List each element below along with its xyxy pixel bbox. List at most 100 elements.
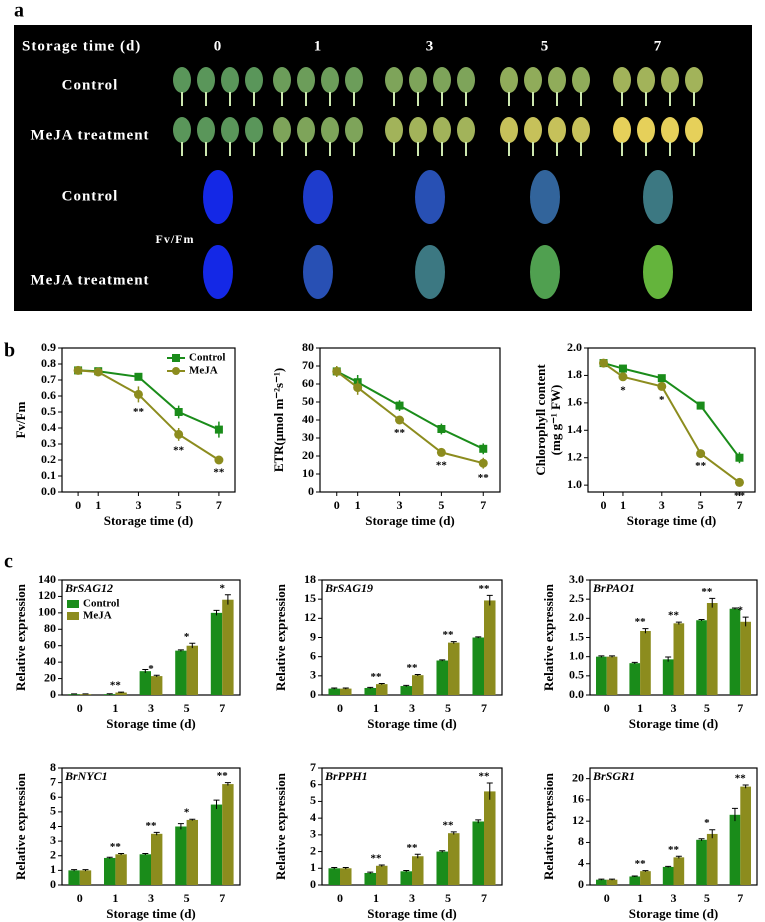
chart: 0 4 8 12 16 20 0 1 3 5 7 Storage time (d) Relative e… xyxy=(541,767,758,921)
error-bar xyxy=(609,878,616,881)
bar xyxy=(740,621,751,695)
error-bar xyxy=(331,866,338,870)
y-tick-label: 2 xyxy=(310,843,316,857)
leaf-photo xyxy=(297,117,315,143)
y-tick-label: 40 xyxy=(44,654,56,668)
bar xyxy=(448,833,460,885)
y-tick-label: 30 xyxy=(302,430,314,444)
leaf-photo xyxy=(685,67,703,93)
significance: * xyxy=(659,394,665,406)
leaf-photo xyxy=(173,117,191,143)
y-tick-label: 0.5 xyxy=(569,668,584,682)
leaf-photo xyxy=(661,117,679,143)
error-bar xyxy=(106,856,113,859)
leaf-photo xyxy=(221,117,239,143)
x-tick-label: 7 xyxy=(216,498,222,512)
x-tick-label: 5 xyxy=(438,498,444,512)
y-tick-label: 0.6 xyxy=(41,388,56,402)
bar xyxy=(472,821,484,885)
x-tick-label: 1 xyxy=(637,701,643,715)
y-tick-label: 0 xyxy=(578,877,584,891)
y-axis-label: ETR(μmol m⁻²s⁻¹) xyxy=(271,368,286,472)
bar xyxy=(484,791,496,885)
leaf-photo xyxy=(548,117,566,143)
y-tick-label: 0 xyxy=(310,687,316,701)
row-label: MeJA treatment xyxy=(30,272,149,288)
x-axis-label: Storage time (d) xyxy=(367,716,457,731)
significance: * xyxy=(148,663,154,675)
y-axis-label: Relative expression xyxy=(273,583,288,691)
x-tick-label: 3 xyxy=(409,891,415,905)
fluor-leaf xyxy=(530,245,560,299)
significance: ** xyxy=(695,460,707,472)
bar xyxy=(484,600,496,695)
y-tick-label: 20 xyxy=(302,448,314,462)
bar xyxy=(662,866,674,885)
error-bar xyxy=(598,655,605,658)
chart: 0.0 0.5 1.0 1.5 2.0 2.5 3.0 0 1 3 5 7 Storage time (… xyxy=(541,572,758,731)
y-tick-label: 5 xyxy=(310,793,316,807)
x-axis-label: Storage time (d) xyxy=(629,906,719,921)
leaf-photo xyxy=(245,67,263,93)
leaf-photo xyxy=(321,67,339,93)
error-bar xyxy=(475,819,482,824)
y-tick-label: 8 xyxy=(50,760,56,774)
y-axis-label: Chlorophyll content xyxy=(533,364,548,476)
leaf-photo xyxy=(197,117,215,143)
x-tick-label: 7 xyxy=(480,498,486,512)
bar xyxy=(472,637,484,695)
y-tick-label: 1 xyxy=(310,860,316,874)
y-tick-label: 0.5 xyxy=(41,404,56,418)
bar xyxy=(436,851,448,885)
leaf-photo xyxy=(685,117,703,143)
x-tick-label: 1 xyxy=(112,891,118,905)
significance: * xyxy=(184,631,190,643)
leaf-photo xyxy=(613,67,631,93)
y-tick-label: 4 xyxy=(50,818,56,832)
significance: ** xyxy=(407,842,419,854)
y-tick-label: 0.2 xyxy=(41,452,56,466)
x-tick-label: 5 xyxy=(445,891,451,905)
x-axis-label: Storage time (d) xyxy=(106,906,196,921)
bar xyxy=(222,784,234,885)
y-tick-label: 12 xyxy=(572,813,584,827)
x-tick-label: 3 xyxy=(148,701,154,715)
error-bar xyxy=(367,871,374,874)
x-tick-label: 5 xyxy=(184,701,190,715)
x-tick-label: 5 xyxy=(445,701,451,715)
error-bar xyxy=(475,636,482,639)
significance: ** xyxy=(668,610,680,622)
chart: 0 10 20 30 40 50 60 70 80 0 1 3 5 7 Storage time (d) ET… xyxy=(271,340,501,528)
x-axis-label: Storage time (d) xyxy=(365,513,455,528)
y-tick-label: 2.5 xyxy=(569,591,584,605)
day-label: 5 xyxy=(541,38,550,54)
y-tick-label: 0 xyxy=(310,877,316,891)
bar xyxy=(186,645,198,695)
x-tick-label: 0 xyxy=(601,498,607,512)
day-label: 0 xyxy=(214,38,223,54)
x-tick-label: 0 xyxy=(75,498,81,512)
x-tick-label: 3 xyxy=(659,498,665,512)
error-bar xyxy=(177,823,184,830)
error-bar xyxy=(71,869,78,872)
y-tick-label: 60 xyxy=(302,376,314,390)
bar xyxy=(79,694,92,695)
marker xyxy=(618,372,628,382)
error-bar xyxy=(731,807,738,822)
error-bar xyxy=(142,853,149,856)
marker xyxy=(174,429,184,439)
x-tick-label: 0 xyxy=(77,701,83,715)
error-bar xyxy=(403,869,410,873)
significance: ** xyxy=(217,770,229,782)
bar xyxy=(340,688,352,695)
y-axis-label: Relative expression xyxy=(541,583,556,691)
marker xyxy=(395,401,404,410)
fluor-leaf xyxy=(203,245,233,299)
bar xyxy=(210,804,223,885)
fluor-leaf xyxy=(530,170,560,224)
bar xyxy=(222,599,234,695)
error-bar xyxy=(450,641,457,644)
bar xyxy=(596,656,607,695)
error-bar xyxy=(367,686,374,689)
marker xyxy=(599,358,609,368)
